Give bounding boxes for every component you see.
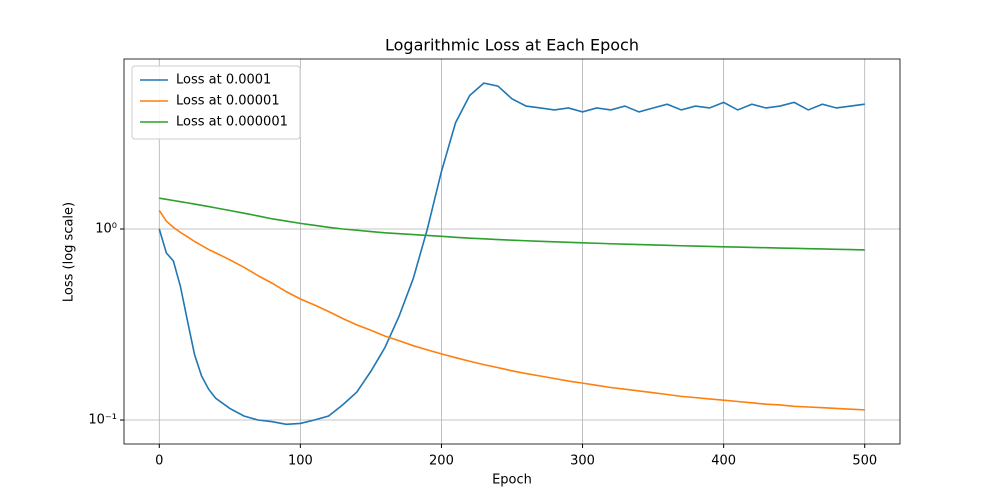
y-tick-label: 10⁻¹ (88, 413, 117, 428)
x-tick-label: 100 (288, 454, 313, 469)
x-axis-label: Epoch (492, 473, 532, 488)
x-tick-label: 400 (711, 454, 736, 469)
x-tick-label: 300 (570, 454, 595, 469)
legend-label: Loss at 0.000001 (176, 115, 288, 130)
x-tick-label: 200 (429, 454, 454, 469)
legend-label: Loss at 0.00001 (176, 94, 280, 109)
data-line (158, 210, 865, 411)
legend-box (131, 65, 301, 140)
x-tick-label: 500 (852, 454, 877, 469)
y-tick-label: 10⁰ (95, 221, 117, 236)
x-tick-label: 0 (155, 454, 163, 469)
y-axis-label: Loss (log scale) (62, 202, 77, 302)
legend-label: Loss at 0.0001 (176, 73, 271, 88)
chart-title: Logarithmic Loss at Each Epoch (385, 36, 639, 55)
data-line (158, 82, 865, 426)
plot-frame (123, 58, 901, 445)
data-line (159, 197, 865, 251)
